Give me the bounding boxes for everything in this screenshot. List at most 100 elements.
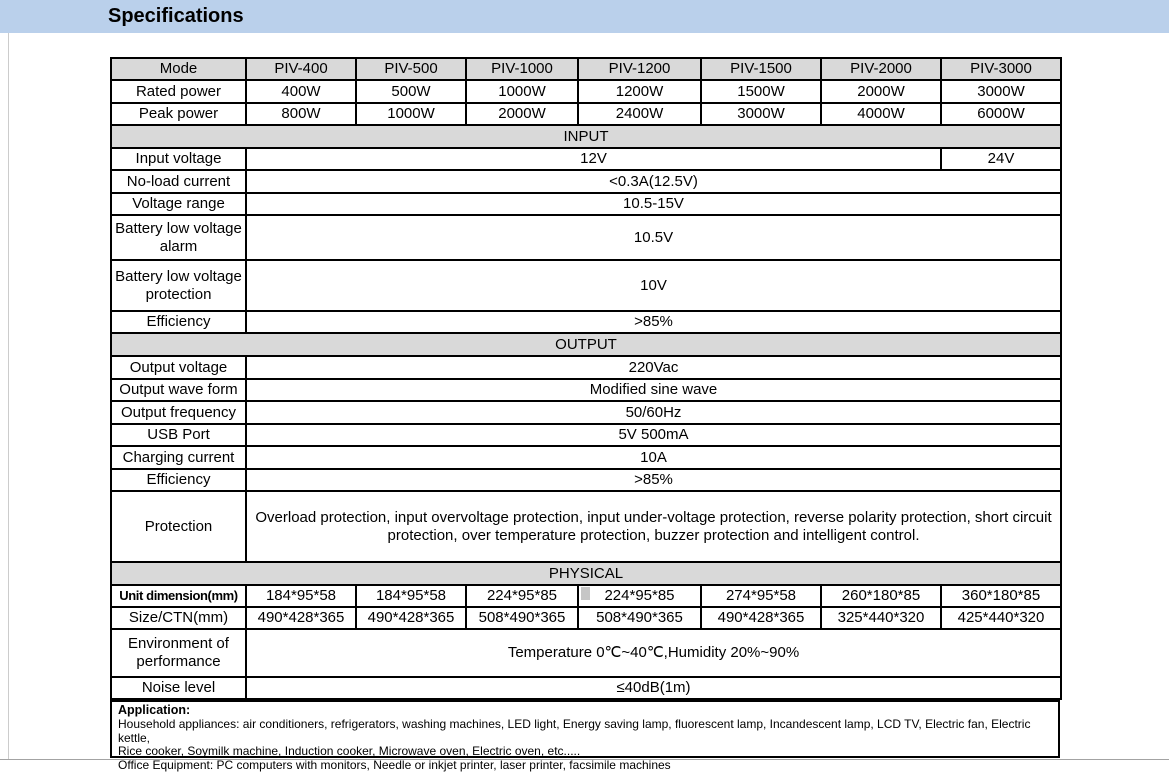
value-cell: 50/60Hz: [246, 401, 1061, 424]
page-left-border: [8, 33, 9, 759]
value-cell: 325*440*320: [821, 607, 941, 629]
row-no-load-current: No-load current <0.3A(12.5V): [111, 170, 1061, 193]
row-label: Charging current: [111, 446, 246, 469]
row-charging-current: Charging current 10A: [111, 446, 1061, 469]
row-voltage-range: Voltage range 10.5-15V: [111, 193, 1061, 215]
column-header-model: PIV-500: [356, 58, 466, 80]
row-noise-level: Noise level ≤40dB(1m): [111, 677, 1061, 699]
column-header-model: PIV-2000: [821, 58, 941, 80]
value-cell: 24V: [941, 148, 1061, 170]
row-unit-dimension: Unit dimension(mm) 184*95*58 184*95*58 2…: [111, 585, 1061, 607]
row-output-frequency: Output frequency 50/60Hz: [111, 401, 1061, 424]
row-label: Efficiency: [111, 469, 246, 491]
value-cell: 2000W: [466, 103, 578, 125]
section-header-input: INPUT: [111, 125, 1061, 148]
value-cell: 490*428*365: [701, 607, 821, 629]
section-title: PHYSICAL: [111, 562, 1061, 585]
value-cell: 508*490*365: [466, 607, 578, 629]
row-output-efficiency: Efficiency >85%: [111, 469, 1061, 491]
row-label: Peak power: [111, 103, 246, 125]
row-label: Output voltage: [111, 356, 246, 379]
row-peak-power: Peak power 800W 1000W 2000W 2400W 3000W …: [111, 103, 1061, 125]
value-cell: 224*95*85: [578, 585, 701, 607]
value-cell: <0.3A(12.5V): [246, 170, 1061, 193]
value-cell: 6000W: [941, 103, 1061, 125]
section-header-physical: PHYSICAL: [111, 562, 1061, 585]
value-cell: 1000W: [466, 80, 578, 103]
value-cell: 490*428*365: [246, 607, 356, 629]
value-cell: >85%: [246, 311, 1061, 333]
value-cell: 3000W: [941, 80, 1061, 103]
row-label: Environment of performance: [111, 629, 246, 677]
row-protection: Protection Overload protection, input ov…: [111, 491, 1061, 562]
value-cell: Modified sine wave: [246, 379, 1061, 401]
value-cell: 3000W: [701, 103, 821, 125]
value-cell: 4000W: [821, 103, 941, 125]
value-cell: ≤40dB(1m): [246, 677, 1061, 699]
value-cell: Temperature 0℃~40℃,Humidity 20%~90%: [246, 629, 1061, 677]
value-cell: >85%: [246, 469, 1061, 491]
row-label: Voltage range: [111, 193, 246, 215]
row-label: Input voltage: [111, 148, 246, 170]
value-cell: 500W: [356, 80, 466, 103]
row-label: Protection: [111, 491, 246, 562]
row-label: Battery low voltage protection: [111, 260, 246, 311]
application-line: Rice cooker, Soymilk machine, Induction …: [118, 745, 1052, 759]
value-text: 224*95*85: [604, 587, 674, 604]
row-label: Output wave form: [111, 379, 246, 401]
value-cell: 400W: [246, 80, 356, 103]
application-title: Application:: [118, 703, 1052, 718]
row-battery-low-voltage-alarm: Battery low voltage alarm 10.5V: [111, 215, 1061, 260]
column-header-mode: Mode: [111, 58, 246, 80]
row-output-wave-form: Output wave form Modified sine wave: [111, 379, 1061, 401]
value-cell: 10A: [246, 446, 1061, 469]
row-label: USB Port: [111, 424, 246, 446]
application-line: Household appliances: air conditioners, …: [118, 718, 1052, 745]
row-label: Unit dimension(mm): [111, 585, 246, 607]
row-environment: Environment of performance Temperature 0…: [111, 629, 1061, 677]
value-cell: 490*428*365: [356, 607, 466, 629]
row-label: Size/CTN(mm): [111, 607, 246, 629]
row-output-voltage: Output voltage 220Vac: [111, 356, 1061, 379]
value-cell: 1200W: [578, 80, 701, 103]
row-size-ctn: Size/CTN(mm) 490*428*365 490*428*365 508…: [111, 607, 1061, 629]
application-line: Office Equipment: PC computers with moni…: [118, 759, 1052, 772]
header-banner: Specifications: [0, 0, 1169, 33]
page-title: Specifications: [0, 0, 1169, 32]
row-label: No-load current: [111, 170, 246, 193]
value-cell: 508*490*365: [578, 607, 701, 629]
value-cell: 360*180*85: [941, 585, 1061, 607]
row-label: Efficiency: [111, 311, 246, 333]
column-header-model: PIV-3000: [941, 58, 1061, 80]
row-rated-power: Rated power 400W 500W 1000W 1200W 1500W …: [111, 80, 1061, 103]
value-cell: 260*180*85: [821, 585, 941, 607]
column-header-model: PIV-1200: [578, 58, 701, 80]
value-cell: 274*95*58: [701, 585, 821, 607]
value-cell: 12V: [246, 148, 941, 170]
value-cell: 184*95*58: [356, 585, 466, 607]
value-cell: 5V 500mA: [246, 424, 1061, 446]
row-label: Noise level: [111, 677, 246, 699]
row-input-efficiency: Efficiency >85%: [111, 311, 1061, 333]
column-header-model: PIV-400: [246, 58, 356, 80]
section-header-output: OUTPUT: [111, 333, 1061, 356]
value-cell: 2000W: [821, 80, 941, 103]
value-cell: 425*440*320: [941, 607, 1061, 629]
row-input-voltage: Input voltage 12V 24V: [111, 148, 1061, 170]
value-cell: 184*95*58: [246, 585, 356, 607]
row-usb-port: USB Port 5V 500mA: [111, 424, 1061, 446]
value-cell: 10.5-15V: [246, 193, 1061, 215]
header-row: Mode PIV-400 PIV-500 PIV-1000 PIV-1200 P…: [111, 58, 1061, 80]
application-box: Application: Household appliances: air c…: [110, 700, 1060, 758]
row-label: Rated power: [111, 80, 246, 103]
column-header-model: PIV-1000: [466, 58, 578, 80]
value-cell: 10V: [246, 260, 1061, 311]
value-cell: 224*95*85: [466, 585, 578, 607]
section-title: OUTPUT: [111, 333, 1061, 356]
selection-artifact: [581, 587, 590, 600]
value-cell: Overload protection, input overvoltage p…: [246, 491, 1061, 562]
value-cell: 10.5V: [246, 215, 1061, 260]
row-label: Battery low voltage alarm: [111, 215, 246, 260]
specifications-table: Mode PIV-400 PIV-500 PIV-1000 PIV-1200 P…: [110, 57, 1062, 700]
column-header-model: PIV-1500: [701, 58, 821, 80]
